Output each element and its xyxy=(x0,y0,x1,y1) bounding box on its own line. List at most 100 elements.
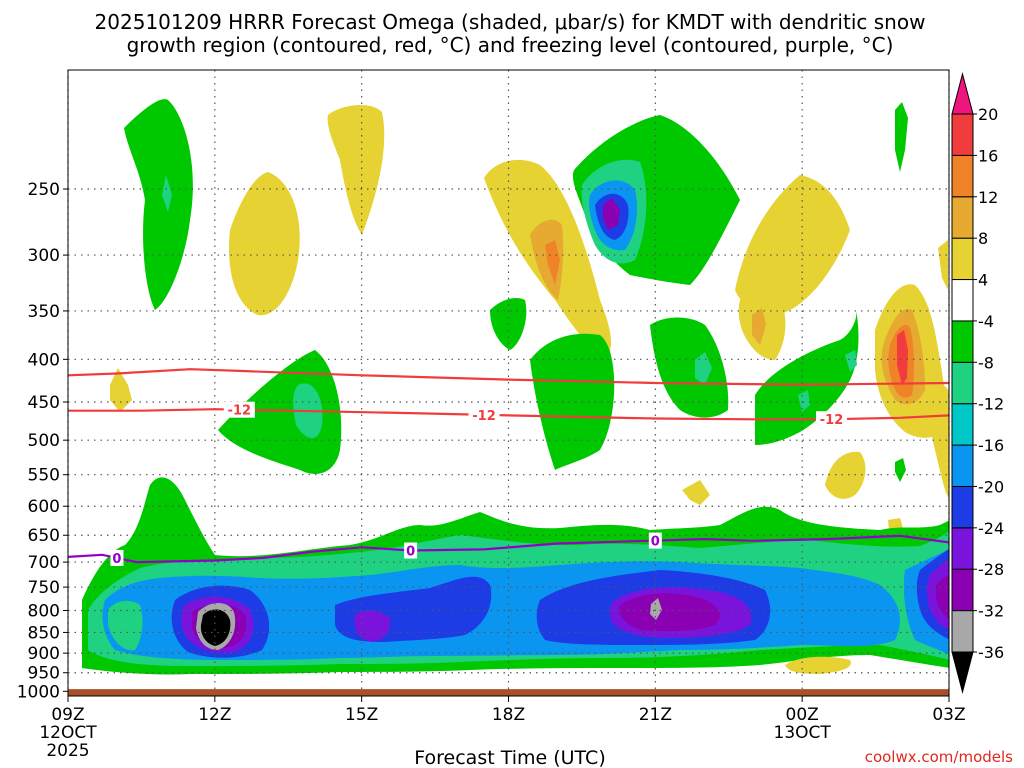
omega-area-teal xyxy=(845,350,857,372)
omega-shaded-field xyxy=(82,99,949,675)
contour-label-bg xyxy=(468,406,500,423)
x-tick-label: 00Z xyxy=(786,705,819,725)
colorbar-label: -16 xyxy=(978,436,1004,455)
omega-area-yellow xyxy=(327,104,385,235)
omega-area-teal xyxy=(108,600,143,651)
colorbar-bin xyxy=(951,113,974,156)
y-tick-label: 350 xyxy=(28,302,60,322)
x-axis-title: Forecast Time (UTC) xyxy=(414,747,605,768)
omega-area-yellow xyxy=(682,480,710,505)
colorbar-bin xyxy=(951,485,974,529)
omega-area-yellow xyxy=(229,172,300,316)
omega-area-green xyxy=(218,350,342,474)
colorbar-label: -12 xyxy=(978,395,1004,414)
y-tick-label: 750 xyxy=(28,578,60,598)
y-tick-label: 950 xyxy=(28,664,60,684)
contour-label: 0 xyxy=(112,552,121,567)
y-tick-label: 600 xyxy=(28,497,60,517)
colorbar-bin xyxy=(951,196,974,239)
omega-area-green xyxy=(755,310,859,445)
omega-area-green xyxy=(530,333,615,470)
contour-label: -12 xyxy=(472,409,496,424)
colorbar-bin xyxy=(951,610,974,653)
colorbar-bin xyxy=(951,568,974,612)
colorbar-label: -32 xyxy=(978,602,1004,621)
omega-area-purple-light xyxy=(354,610,391,642)
x-tick-label: 03Z xyxy=(932,705,965,725)
omega-area-yellow xyxy=(929,384,949,499)
credit-label[interactable]: coolwx.com/models xyxy=(865,748,1013,766)
omega-area-purple xyxy=(603,198,620,230)
contour-label: -12 xyxy=(820,413,844,428)
colorbar-label: 16 xyxy=(978,146,998,165)
colorbar-bin xyxy=(951,403,974,446)
omega-area-yellow xyxy=(938,240,948,290)
y-tick-label: 550 xyxy=(28,466,60,486)
omega-area-green xyxy=(124,99,193,310)
colorbar-label: 12 xyxy=(978,188,998,207)
ground-layer xyxy=(68,689,949,696)
contour-line xyxy=(67,368,950,386)
y-tick-label: 250 xyxy=(28,180,60,200)
y-tick-label: 800 xyxy=(28,601,60,621)
omega-area-orange-light xyxy=(752,308,766,345)
y-tick-label: 500 xyxy=(28,431,60,451)
colorbar-label: -20 xyxy=(978,477,1004,496)
y-tick-label: 650 xyxy=(28,526,60,546)
omega-area-yellow xyxy=(785,656,851,674)
y-tick-label: 900 xyxy=(28,644,60,664)
colorbar-bin xyxy=(951,361,974,405)
colorbar-label: -28 xyxy=(978,560,1004,579)
omega-area-yellow xyxy=(735,175,850,316)
contour-line xyxy=(68,408,950,421)
omega-area-green xyxy=(895,458,906,482)
y-tick-label: 450 xyxy=(28,393,60,413)
omega-area-green xyxy=(895,102,908,172)
colorbar-label: -4 xyxy=(978,312,994,331)
omega-area-teal xyxy=(798,390,810,412)
omega-area-green xyxy=(650,317,729,418)
ground-band xyxy=(68,689,949,696)
contour-label-bg xyxy=(223,401,255,418)
omega-area-orange xyxy=(545,240,560,285)
contour-label-bg xyxy=(110,549,124,566)
colorbar-label: 20 xyxy=(978,105,998,124)
x-tick-sublabel: 2025 xyxy=(46,741,89,761)
chart-title-line2: growth region (contoured, red, °C) and f… xyxy=(127,33,894,57)
y-axis: 2503003504004505005506006507007508008509… xyxy=(17,180,68,702)
x-tick-sublabel: 12OCT xyxy=(39,723,97,743)
omega-area-teal xyxy=(695,352,712,385)
omega-area-yellow xyxy=(110,368,132,412)
y-tick-label: 850 xyxy=(28,623,60,643)
x-tick-label: 18Z xyxy=(492,705,525,725)
y-tick-label: 1000 xyxy=(17,682,60,702)
colorbar-label: -36 xyxy=(978,643,1004,662)
colorbar-bin xyxy=(951,527,974,570)
x-tick-label: 21Z xyxy=(639,705,672,725)
contour-label: 0 xyxy=(651,535,660,550)
omega-area-gray xyxy=(650,598,662,620)
omega-area-red xyxy=(897,330,908,385)
colorbar: 20 16 12 8 4 -4 -8 -12 -16 -20 -24 -28 -32 -36 xyxy=(951,72,1004,694)
colorbar-bin xyxy=(951,651,974,694)
chart-title-line1: 2025101209 HRRR Forecast Omega (shaded, … xyxy=(95,10,926,34)
colorbar-bin xyxy=(951,237,974,281)
omega-area-purple xyxy=(936,574,949,620)
omega-area-teal xyxy=(162,175,172,212)
colorbar-bin xyxy=(951,72,974,115)
colorbar-bin xyxy=(951,444,974,487)
colorbar-label: -24 xyxy=(978,519,1004,538)
colorbar-label: 8 xyxy=(978,229,988,248)
contour-label: 0 xyxy=(406,545,415,560)
x-tick-label: 15Z xyxy=(345,705,378,725)
temperature-contours: -12 -12 -12 0 0 0 xyxy=(67,368,950,567)
omega-area-purple xyxy=(619,593,720,632)
omega-area-black xyxy=(200,609,231,646)
y-tick-label: 400 xyxy=(28,350,60,370)
contour-label-bg xyxy=(404,542,418,559)
colorbar-bin xyxy=(951,154,974,198)
colorbar-label: 4 xyxy=(978,271,988,290)
colorbar-label: -8 xyxy=(978,353,994,372)
